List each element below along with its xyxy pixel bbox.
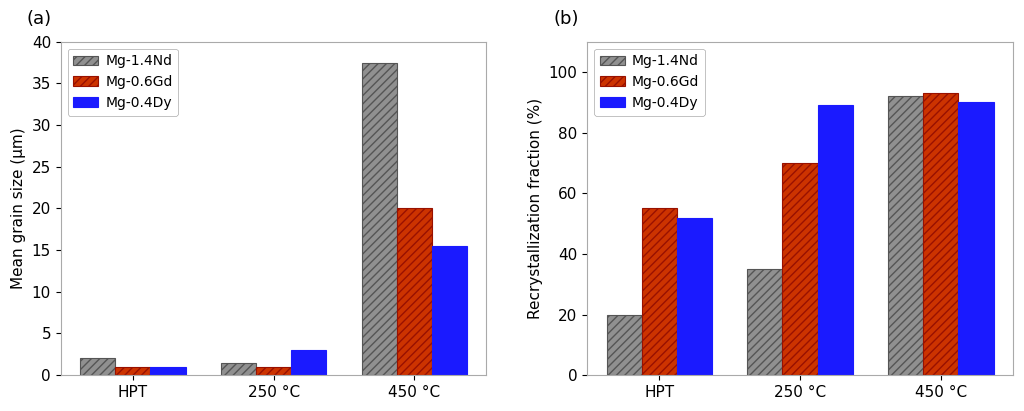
Text: (a): (a) xyxy=(27,10,52,28)
Bar xyxy=(606,314,642,375)
Bar xyxy=(924,93,958,375)
Bar xyxy=(677,217,712,375)
Bar xyxy=(151,367,185,375)
Bar xyxy=(958,102,993,375)
Bar xyxy=(642,208,677,375)
Bar xyxy=(396,208,432,375)
Bar xyxy=(748,269,782,375)
Bar xyxy=(291,350,327,375)
Bar xyxy=(80,358,116,375)
Y-axis label: Mean grain size (μm): Mean grain size (μm) xyxy=(11,128,26,289)
Bar xyxy=(361,62,396,375)
Bar xyxy=(221,363,256,375)
Legend: Mg-1.4Nd, Mg-0.6Gd, Mg-0.4Dy: Mg-1.4Nd, Mg-0.6Gd, Mg-0.4Dy xyxy=(68,49,178,116)
Y-axis label: Recrystallization fraction (%): Recrystallization fraction (%) xyxy=(528,98,543,319)
Bar xyxy=(817,105,853,375)
Bar xyxy=(256,367,291,375)
Bar xyxy=(116,367,151,375)
Bar xyxy=(888,96,924,375)
Bar xyxy=(782,163,817,375)
Bar xyxy=(432,246,467,375)
Legend: Mg-1.4Nd, Mg-0.6Gd, Mg-0.4Dy: Mg-1.4Nd, Mg-0.6Gd, Mg-0.4Dy xyxy=(594,49,705,116)
Text: (b): (b) xyxy=(553,10,579,28)
